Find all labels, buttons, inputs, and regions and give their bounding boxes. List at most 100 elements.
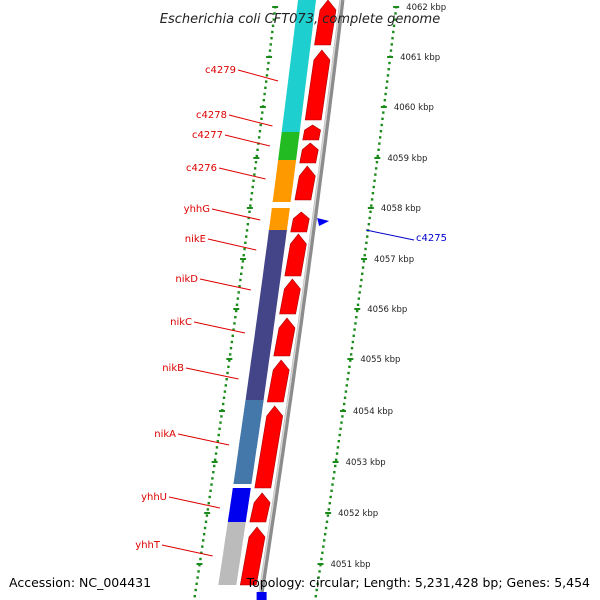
- ruler-dots-right: [317, 576, 320, 579]
- gene-block-c4278[interactable]: [281, 120, 302, 132]
- kbp-tick-label: 4055 kbp: [360, 355, 400, 365]
- ruler-dots-right: [350, 347, 354, 350]
- ruler-dots-right: [370, 198, 374, 201]
- cds-arrow[interactable]: [273, 317, 296, 357]
- cds-arrow[interactable]: [249, 492, 271, 523]
- gene-label-nika[interactable]: nikA: [154, 429, 176, 440]
- cds-forward-fragment[interactable]: [256, 592, 267, 600]
- ruler-dots-left: [250, 192, 254, 195]
- gene-block-nika[interactable]: [233, 400, 264, 484]
- ruler-dots-left: [266, 68, 269, 71]
- ruler-dots-left: [213, 458, 217, 461]
- cds-arrow[interactable]: [279, 278, 301, 315]
- gene-block-yhht[interactable]: [218, 522, 246, 585]
- ruler-dots-left: [203, 526, 207, 530]
- ruler-dots-left: [200, 551, 203, 554]
- cds-arrow[interactable]: [239, 526, 266, 586]
- ruler-dots-left: [271, 30, 274, 34]
- gene-block-c4275[interactable]: [317, 218, 330, 226]
- ruler-dots-left: [240, 266, 244, 269]
- ruler-dots-left: [210, 483, 213, 486]
- gene-block-nikc[interactable]: [245, 355, 270, 400]
- leader-line-yhhg: [211, 208, 261, 221]
- leader-line-yhht: [161, 544, 213, 557]
- ruler-dots-left: [233, 322, 236, 325]
- cds-arrow[interactable]: [266, 359, 290, 403]
- gene-label-c4275[interactable]: c4275: [416, 233, 447, 244]
- ruler-dots-left: [245, 229, 249, 232]
- ruler-dots-right: [378, 142, 381, 145]
- ruler-dots-left: [254, 161, 258, 164]
- gene-label-c4276[interactable]: c4276: [186, 163, 217, 174]
- gene-label-yhhg[interactable]: yhhG: [184, 204, 210, 215]
- ruler-dots-right: [323, 533, 327, 536]
- ruler-dots: [193, 6, 398, 598]
- ruler-dots-right: [333, 471, 336, 474]
- gene-label-nike[interactable]: nikE: [185, 234, 206, 245]
- ruler-dots-left: [235, 303, 239, 306]
- leader-line-nikd: [199, 278, 251, 291]
- ruler-dots-left: [214, 452, 218, 455]
- ruler-dots-right: [381, 117, 384, 120]
- ruler-dots-left: [204, 520, 208, 523]
- ruler-dots-left: [219, 421, 222, 424]
- ruler-dots-right: [319, 564, 322, 567]
- ruler-dots-left: [270, 37, 273, 40]
- ruler-dots-left: [249, 204, 252, 207]
- ruler-dots-right: [373, 179, 376, 182]
- ruler-dots-right: [355, 316, 358, 319]
- gene-label-c4277[interactable]: c4277: [192, 130, 223, 141]
- ruler-dots-left: [201, 545, 204, 548]
- gene-label-yhhu[interactable]: yhhU: [141, 492, 167, 503]
- ruler-dots-left: [248, 210, 251, 213]
- ruler-dots-left: [193, 595, 196, 598]
- cds-arrow[interactable]: [254, 405, 284, 489]
- kbp-tick-label: 4059 kbp: [387, 154, 427, 164]
- ruler-dots-right: [330, 489, 333, 492]
- ruler-dots-left: [231, 334, 234, 337]
- gene-label-nikb[interactable]: nikB: [162, 363, 184, 374]
- cds-arrow[interactable]: [314, 0, 337, 46]
- cds-arrow[interactable]: [294, 165, 316, 201]
- gene-block-c4277[interactable]: [278, 132, 300, 160]
- gene-block-nikd[interactable]: [251, 300, 278, 355]
- gene-block-yhhg[interactable]: [268, 208, 290, 230]
- ruler-dots-left: [223, 390, 227, 393]
- ruler-dots-right: [374, 173, 377, 176]
- ruler-dots-right: [357, 297, 361, 300]
- cds-arrow[interactable]: [284, 233, 307, 277]
- gene-label-nikc[interactable]: nikC: [170, 317, 192, 328]
- cds-arrow[interactable]: [299, 142, 319, 164]
- ruler-dots-left: [246, 223, 250, 226]
- ruler-dots-right: [356, 303, 360, 306]
- ruler-dots-left: [273, 12, 276, 15]
- ruler-dots-left: [220, 415, 223, 418]
- ruler-dots-right: [353, 328, 356, 331]
- gene-block-c4279[interactable]: [283, 0, 316, 120]
- gene-label-nikd[interactable]: nikD: [175, 274, 198, 285]
- ruler-dots-left: [196, 576, 199, 579]
- gene-block-c4276[interactable]: [272, 160, 297, 202]
- ruler-dots-left: [211, 477, 214, 480]
- ruler-dots-left: [212, 471, 215, 474]
- ruler-dots-right: [325, 520, 329, 523]
- ruler-dots-right: [361, 266, 365, 269]
- ruler-dots-right: [375, 161, 379, 164]
- ruler-dots-left: [224, 384, 227, 387]
- ruler-dots-right: [341, 415, 344, 418]
- cds-arrow[interactable]: [304, 49, 331, 121]
- ruler-dots-right: [354, 322, 357, 325]
- gene-label-c4278[interactable]: c4278: [196, 110, 227, 121]
- ruler-dots-right: [328, 502, 331, 505]
- gene-block-yhhu[interactable]: [227, 488, 251, 522]
- ruler-dots-left: [195, 582, 198, 585]
- ruler-dots-left: [228, 353, 232, 356]
- ruler-dots-left: [218, 427, 221, 430]
- ruler-dots-left: [255, 154, 258, 158]
- cds-arrow[interactable]: [302, 124, 321, 141]
- gene-block-nike[interactable]: [259, 230, 287, 300]
- gene-label-c4279[interactable]: c4279: [205, 65, 236, 76]
- cds-arrow[interactable]: [290, 211, 310, 233]
- gene-label-yhht[interactable]: yhhT: [135, 540, 161, 551]
- leader-line-c4279: [237, 69, 279, 82]
